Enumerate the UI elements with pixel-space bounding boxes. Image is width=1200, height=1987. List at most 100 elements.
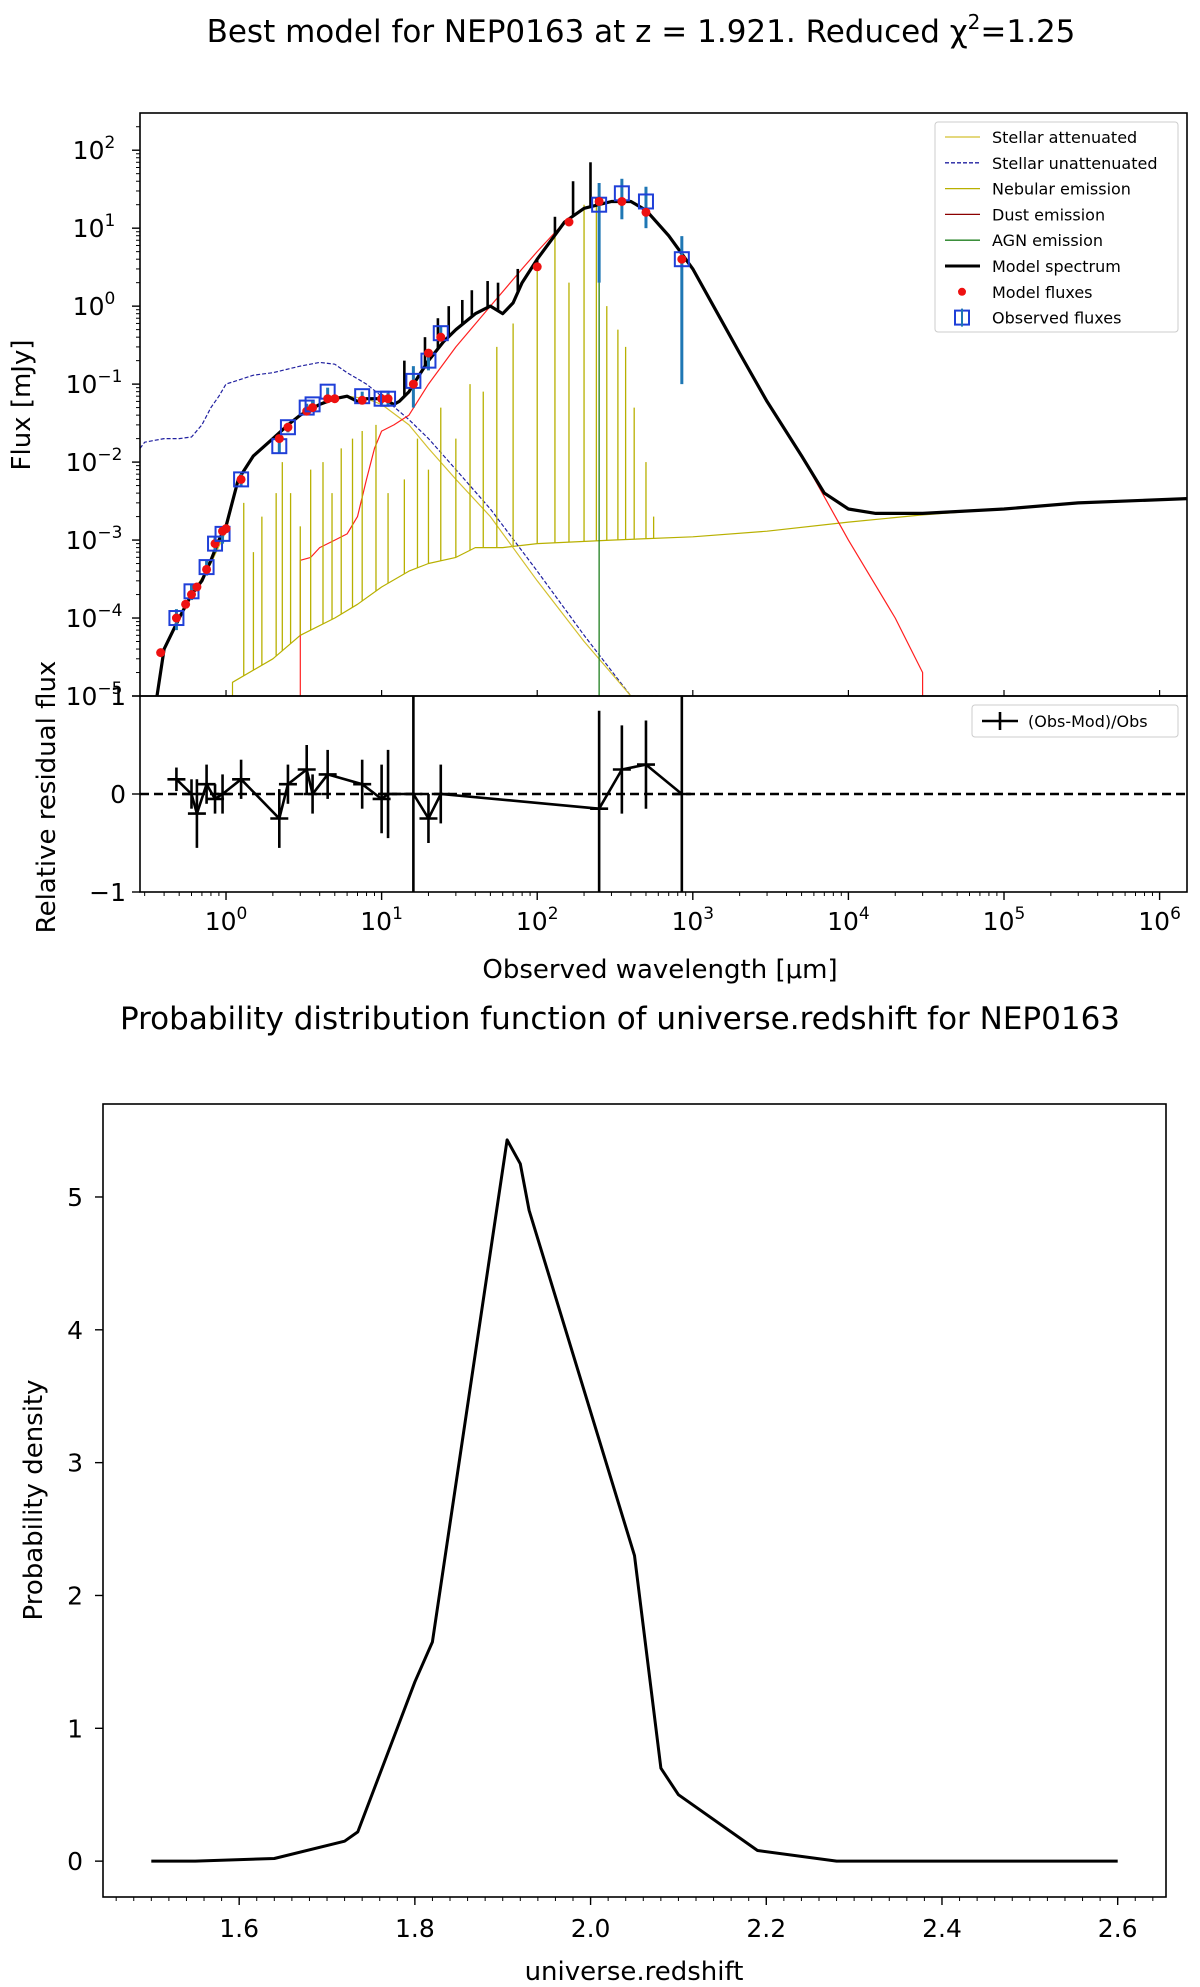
model-flux <box>283 422 293 432</box>
sed-y-tick-label: 102 <box>73 133 116 165</box>
model-flux <box>221 524 231 534</box>
pdf-ylabel: Probability density <box>19 1379 49 1620</box>
sed-y-tick-label: 10−2 <box>66 445 123 477</box>
pdf-x-tick-label: 2.6 <box>1098 1914 1138 1943</box>
x-tick-label: 101 <box>360 904 403 936</box>
model-flux <box>187 590 197 600</box>
pdf-x-tick-label: 2.0 <box>571 1914 611 1943</box>
x-tick-label: 103 <box>671 904 714 936</box>
observed-flux <box>233 471 250 488</box>
residual-legend: (Obs-Mod)/Obs <box>971 704 1179 738</box>
model-flux <box>436 332 446 342</box>
residual-y-tick-label: 1 <box>110 682 126 711</box>
model-flux <box>641 207 651 217</box>
pdf-y-tick-label: 5 <box>67 1183 83 1212</box>
model-flux <box>532 262 542 272</box>
pdf-plot: Probability distribution function of uni… <box>19 1001 1167 1987</box>
model-flux <box>156 648 166 658</box>
sed-series-stellar-unattenuated <box>140 361 659 696</box>
pdf-y-ticks: 0 1 2 3 4 5 <box>67 1183 103 1876</box>
model-flux <box>383 394 393 404</box>
model-flux <box>408 379 418 389</box>
residual-y-tick-label: 0 <box>110 780 126 809</box>
model-flux <box>181 599 191 609</box>
pdf-y-tick-label: 1 <box>67 1714 83 1743</box>
sed-y-tick-label: 10−1 <box>66 367 123 399</box>
sed-legend: Stellar attenuated Stellar unattenuated Ne… <box>934 121 1179 333</box>
pdf-axes-frame <box>102 1103 1167 1898</box>
pdf-xlabel: universe.redshift <box>525 1957 744 1987</box>
legend-label: Dust emission <box>992 205 1105 224</box>
residual-series <box>140 696 1187 892</box>
residual-ylabel: Relative residual flux <box>32 661 62 934</box>
residual-plot: −1 0 1 100 101 102 103 104 105 106 Relative resi… <box>32 661 1188 985</box>
sed-y-tick-label: 10−3 <box>66 523 123 555</box>
x-tick-label: 102 <box>516 904 559 936</box>
pdf-curve <box>151 1138 1118 1863</box>
sed-y-tick-label: 10−5 <box>66 679 123 711</box>
x-tick-label: 105 <box>983 904 1026 936</box>
model-flux <box>617 196 627 206</box>
pdf-line <box>151 1138 1118 1863</box>
residual-y-tick-label: −1 <box>89 878 126 907</box>
pdf-y-tick-label: 2 <box>67 1581 83 1610</box>
sed-y-tick-label: 10−4 <box>66 601 123 633</box>
legend-label: (Obs-Mod)/Obs <box>1028 712 1148 731</box>
model-flux <box>274 434 284 444</box>
x-tick-label: 106 <box>1138 904 1181 936</box>
pdf-x-tick-label: 1.8 <box>395 1914 435 1943</box>
legend-label: AGN emission <box>992 231 1103 250</box>
sed-title-suffix: =1.25 <box>980 14 1075 50</box>
pdf-title: Probability distribution function of uni… <box>120 1001 1120 1037</box>
sed-series-dust-emission <box>299 200 924 696</box>
residual-y-ticks: −1 0 1 <box>89 682 140 907</box>
model-flux <box>202 564 212 574</box>
model-flux <box>192 582 202 592</box>
model-flux <box>677 254 687 264</box>
residual-legend-box <box>971 704 1179 738</box>
observed-flux <box>673 251 690 268</box>
model-flux <box>308 403 318 413</box>
pdf-x-tick-label: 2.4 <box>922 1914 962 1943</box>
model-flux <box>171 613 181 623</box>
sed-title-sup: 2 <box>968 10 981 34</box>
model-flux <box>357 395 367 405</box>
pdf-y-tick-label: 0 <box>67 1847 83 1876</box>
observed-flux <box>168 610 185 627</box>
residual-line <box>175 763 683 822</box>
sed-title: Best model for NEP0163 at z = 1.921. Red… <box>207 10 1076 50</box>
legend-label: Model spectrum <box>992 257 1121 276</box>
legend-label: Nebular emission <box>992 180 1131 199</box>
model-flux <box>423 348 433 358</box>
legend-label: Stellar attenuated <box>992 128 1137 147</box>
pdf-x-ticks: 1.6 1.8 2.0 2.2 2.4 2.6 <box>115 1897 1154 1943</box>
sed-legend-box <box>934 121 1179 333</box>
model-flux <box>330 394 340 404</box>
model-flux <box>236 474 246 484</box>
observed-flux <box>279 419 296 436</box>
x-tick-label: 104 <box>827 904 870 936</box>
sed-observations <box>156 178 690 658</box>
pdf-x-tick-label: 2.2 <box>746 1914 786 1943</box>
pdf-y-tick-label: 3 <box>67 1449 83 1478</box>
sed-y-ticks: 10−5 10−4 10−3 10−2 10−1 100 101 102 <box>66 126 1161 711</box>
legend-label: Observed fluxes <box>992 309 1121 328</box>
sed-series-nebular-emission <box>231 498 1187 696</box>
observed-flux <box>380 390 397 407</box>
x-tick-label: 100 <box>205 904 248 936</box>
residual-x-ticks: 100 101 102 103 104 105 106 <box>144 892 1181 936</box>
sed-ylabel: Flux [mJy] <box>7 340 37 471</box>
legend-marker <box>958 287 966 296</box>
legend-label: Model fluxes <box>992 283 1093 302</box>
model-flux <box>564 217 574 227</box>
model-flux <box>323 394 333 404</box>
sed-series-stellar-attenuated <box>156 395 659 696</box>
pdf-y-tick-label: 4 <box>67 1316 83 1345</box>
model-flux <box>594 196 604 206</box>
legend-label: Stellar unattenuated <box>992 154 1157 173</box>
sed-y-tick-label: 100 <box>73 289 116 321</box>
sed-title-prefix: Best model for NEP0163 at z = 1.921. Red… <box>207 14 968 50</box>
sed-xlabel: Observed wavelength [μm] <box>482 955 837 985</box>
sed-y-tick-label: 101 <box>73 211 116 243</box>
